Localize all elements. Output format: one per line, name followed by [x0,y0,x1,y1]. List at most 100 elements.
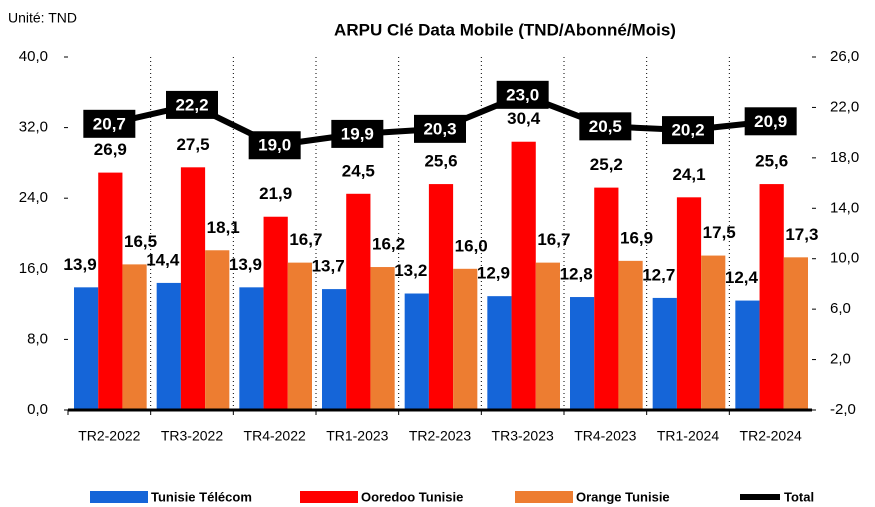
x-tick-label: TR2-2024 [740,428,802,444]
total-label-box [331,119,384,148]
total-label: 20,2 [671,121,704,140]
bar [180,167,206,410]
total-label: 23,0 [506,85,539,104]
bar-label: 14,4 [146,250,180,269]
bar [156,282,181,410]
legend-label: Orange Tunisie [576,489,670,504]
total-label-box [166,90,218,119]
bar-label: 16,0 [455,236,488,255]
total-label-box [414,114,466,143]
bar-label: 26,9 [94,140,127,159]
bar-label: 16,9 [620,228,653,247]
total-label-box [662,116,714,145]
bar [404,293,429,410]
bar [487,296,512,410]
x-tick-label: TR2-2023 [409,428,471,444]
total-label-box [248,131,301,160]
y-tick-label: 8,0 [27,330,48,347]
total-label: 20,9 [754,112,787,131]
bar-label: 16,7 [289,230,322,249]
bar-label: 13,9 [64,255,97,274]
x-tick-label: TR2-2022 [78,428,140,444]
bar [652,297,677,410]
chart-title: ARPU Clé Data Mobile (TND/Abonné/Mois) [334,20,676,39]
bar [322,289,347,410]
bar-label: 13,9 [229,255,262,274]
bar-label: 17,5 [703,223,736,242]
bar-label: 25,6 [755,152,788,171]
total-label: 22,2 [175,95,208,114]
bar-label: 13,7 [312,257,345,276]
total-label: 19,0 [258,136,291,155]
x-tick-label: TR4-2022 [244,428,306,444]
bar-label: 24,1 [672,165,705,184]
legend-swatch [515,491,573,503]
bar [74,287,99,410]
y2-tick-label: 2,0 [830,351,851,368]
y-tick-label: 0,0 [27,401,48,418]
total-label-box [83,109,136,138]
bar [570,297,595,410]
legend-swatch [300,491,358,503]
bar-label: 12,9 [477,264,510,283]
bar [511,141,536,410]
total-label: 19,9 [341,124,374,143]
legend-label: Tunisie Télécom [151,489,252,504]
bar-label: 24,5 [342,161,375,180]
total-label: 20,7 [93,114,126,133]
bar [98,172,123,410]
bar-label: 25,2 [590,155,623,174]
bar [676,197,702,410]
y2-tick-label: 22,0 [830,98,859,115]
y2-tick-label: -2,0 [830,401,856,418]
x-tick-label: TR3-2022 [161,428,223,444]
y-tick-label: 24,0 [19,189,48,206]
bar [783,257,808,410]
bar [535,262,560,410]
x-tick-label: TR3-2023 [492,428,554,444]
y2-tick-label: 6,0 [830,300,851,317]
bar [205,250,230,410]
bar [428,184,454,410]
bar-label: 25,6 [424,152,457,171]
bar [453,268,478,410]
total-label: 20,3 [423,119,456,138]
bar [594,187,619,410]
bar [370,267,395,410]
total-label: 20,5 [589,117,622,136]
y2-tick-label: 14,0 [830,199,859,216]
y2-tick-label: 10,0 [830,250,859,267]
total-label-box [744,107,797,136]
x-tick-label: TR1-2023 [326,428,388,444]
x-tick-label: TR4-2023 [574,428,636,444]
bar [263,216,288,410]
bar-label: 21,9 [259,184,292,203]
y-tick-label: 32,0 [19,119,48,136]
bar-label: 16,5 [124,232,157,251]
legend-label: Ooredoo Tunisie [361,489,463,504]
bar [618,260,643,410]
bar-label: 12,4 [725,268,759,287]
bar-label: 13,2 [394,261,427,280]
y-tick-label: 16,0 [19,260,48,277]
bar [735,300,760,410]
bar-label: 16,7 [537,230,570,249]
legend-label: Total [784,489,814,504]
total-label-box [579,112,632,141]
y2-tick-label: 18,0 [830,149,859,166]
y-tick-label: 40,0 [19,48,48,65]
total-label-box [496,80,549,109]
bar-label: 16,2 [372,235,405,254]
subtitle: Unité: TND [8,10,77,26]
bar [239,287,264,410]
bar-label: 27,5 [176,135,209,154]
bar-label: 17,3 [785,225,818,244]
bar [701,255,726,410]
bar-label: 30,4 [507,109,541,128]
x-tick-label: TR1-2024 [657,428,719,444]
bar-label: 18,1 [207,218,240,237]
y2-tick-label: 26,0 [830,48,859,65]
bar-label: 12,7 [642,265,675,284]
bar-label: 12,8 [560,265,593,284]
